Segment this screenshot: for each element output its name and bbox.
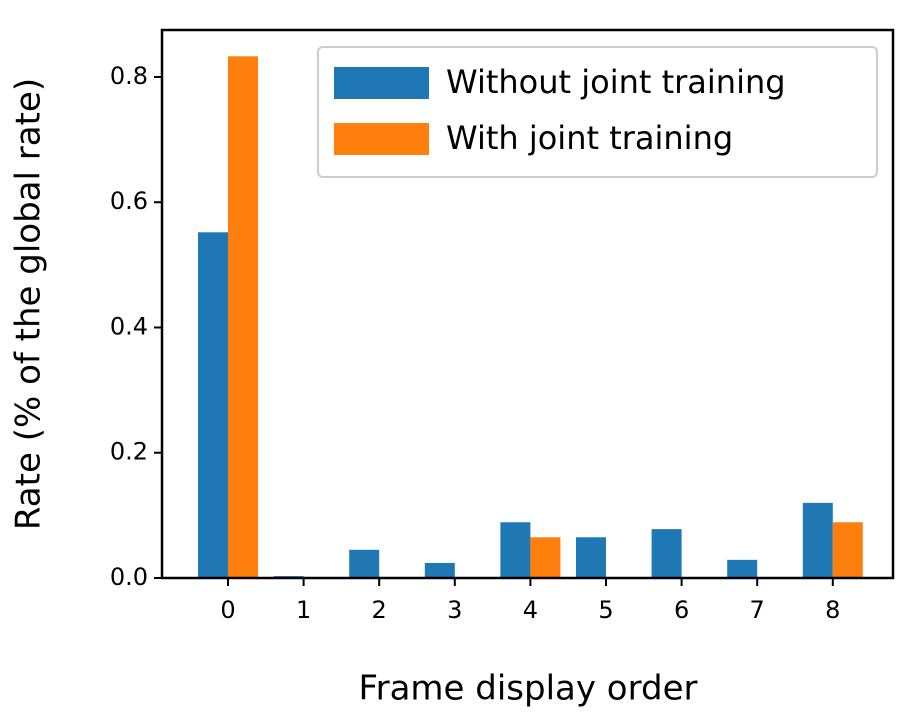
- y-tick-label: 0.0: [110, 563, 148, 591]
- legend-swatch: [334, 123, 429, 155]
- x-tick-label: 1: [296, 596, 311, 624]
- x-tick-label: 4: [523, 596, 538, 624]
- legend-swatch: [334, 67, 429, 99]
- x-tick-label: 0: [220, 596, 235, 624]
- bar: [576, 537, 606, 578]
- bar: [349, 549, 380, 578]
- y-tick-label: 0.4: [110, 312, 148, 340]
- y-axis-label: Rate (% of the global rate): [9, 78, 49, 530]
- x-tick-label: 8: [825, 596, 840, 624]
- legend-box: [317, 46, 878, 178]
- y-tick-label: 0.2: [110, 438, 148, 466]
- legend-label: Without joint training: [446, 63, 786, 101]
- bar: [500, 522, 531, 578]
- bar: [832, 522, 863, 578]
- bar: [530, 537, 561, 578]
- legend-label: With joint training: [446, 119, 733, 157]
- bar: [228, 56, 258, 578]
- x-tick-label: 2: [372, 596, 387, 624]
- x-tick-label: 6: [674, 596, 689, 624]
- bar: [802, 502, 833, 578]
- bar: [651, 529, 682, 578]
- bar: [198, 232, 228, 578]
- x-tick-label: 3: [447, 596, 462, 624]
- bar: [727, 559, 758, 578]
- y-tick-label: 0.8: [110, 62, 148, 90]
- x-tick-label: 7: [750, 596, 765, 624]
- y-tick-label: 0.6: [110, 187, 148, 215]
- x-axis-label: Frame display order: [359, 669, 698, 709]
- bar: [424, 562, 455, 578]
- axes-frame: [160, 28, 895, 580]
- x-tick-label: 5: [598, 596, 613, 624]
